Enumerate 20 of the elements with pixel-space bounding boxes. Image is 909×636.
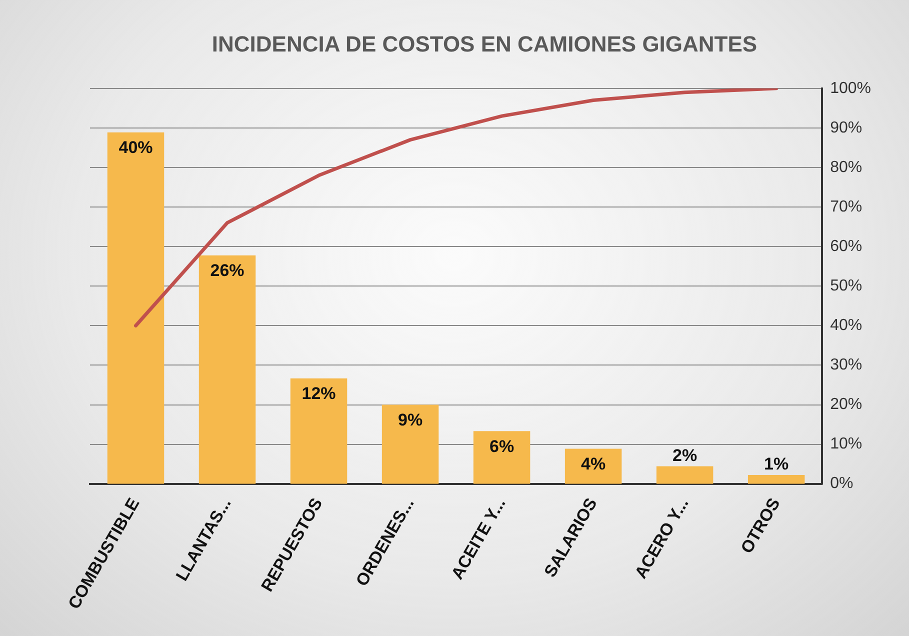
- y2-tick-label: 60%: [830, 238, 862, 255]
- y2-tick-label: 30%: [830, 356, 862, 374]
- y2-tick-label: 90%: [830, 119, 862, 136]
- data-label: 6%: [490, 436, 514, 456]
- data-label: 1%: [764, 454, 789, 474]
- y2-tick-label: 100%: [830, 80, 871, 97]
- y2-tick-label: 50%: [830, 278, 862, 295]
- data-label: 4%: [581, 454, 606, 474]
- y2-tick-label: 20%: [830, 396, 862, 414]
- data-label: 26%: [210, 261, 244, 280]
- data-label: 9%: [398, 410, 423, 430]
- y2-tick-label: 10%: [830, 436, 862, 453]
- data-label: 12%: [302, 384, 336, 404]
- data-label: 40%: [118, 138, 153, 158]
- y2-tick-label: 80%: [830, 158, 862, 176]
- y2-tick-label: 0%: [830, 475, 854, 492]
- chart-title: INCIDENCIA DE COSTOS EN CAMIONES GIGANTES: [212, 31, 758, 56]
- data-label: 2%: [672, 446, 698, 465]
- y2-tick-label: 40%: [830, 317, 862, 334]
- y2-tick-label: 70%: [830, 198, 862, 216]
